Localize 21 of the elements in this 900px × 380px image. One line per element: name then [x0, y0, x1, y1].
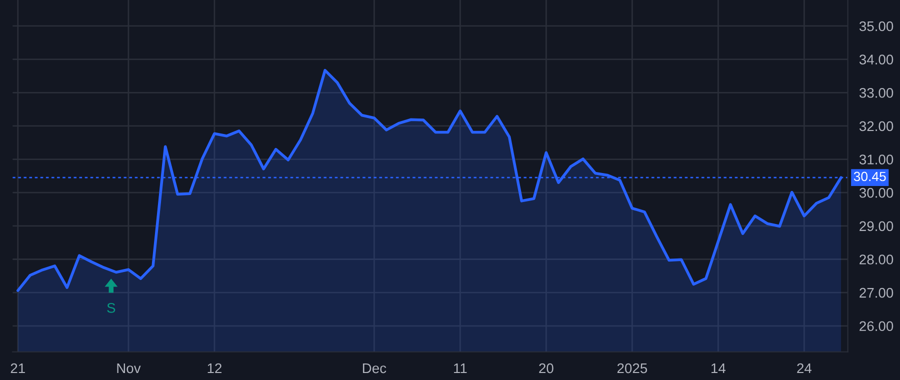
- x-tick-label: 20: [539, 363, 554, 374]
- y-tick-label: 32.00: [859, 121, 894, 132]
- x-tick-label: Nov: [117, 364, 141, 374]
- y-tick-label: 28.00: [860, 254, 894, 264]
- x-tick-label: 2025: [617, 363, 648, 374]
- y-tick-label: 31.00: [859, 154, 894, 164]
- y-tick-label: 29.00: [860, 221, 894, 232]
- y-tick-label: 35.00: [859, 21, 894, 32]
- annotation: S: [107, 302, 116, 313]
- y-tick-label: 27.00: [860, 288, 894, 298]
- x-tick-label: 21: [10, 363, 25, 374]
- x-tick-label: 14: [712, 364, 726, 374]
- x-tick-label: 12: [208, 363, 222, 374]
- y-tick-label: 34.00: [859, 54, 894, 64]
- y-tick-label: 33.00: [859, 88, 894, 98]
- x-tick-label: 11: [454, 364, 467, 374]
- x-tick-label: Dec: [362, 364, 386, 374]
- y-tick-label: 30.00: [859, 188, 894, 198]
- ref-line-label: 30.45: [854, 172, 886, 182]
- y-tick-label: 26.00: [860, 321, 894, 332]
- x-tick-label: 24: [797, 363, 812, 374]
